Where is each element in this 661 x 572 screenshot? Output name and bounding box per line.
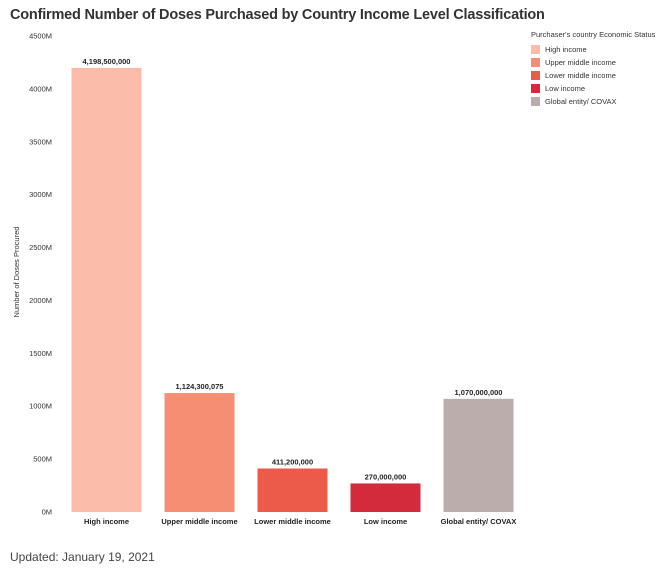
- y-tick-label: 3500M: [29, 137, 52, 146]
- bar-global-entity-covax: [444, 399, 514, 512]
- y-tick-label: 500M: [33, 455, 52, 464]
- legend-items: High income Upper middle income Lower midd…: [531, 43, 655, 108]
- bar-upper-middle-income: [165, 393, 235, 512]
- legend-item: High income: [531, 43, 655, 56]
- legend: Purchaser's country Economic Status High…: [531, 30, 655, 108]
- x-tick-label: Lower middle income: [254, 517, 331, 526]
- bar-value-label: 1,124,300,075: [176, 382, 224, 391]
- y-tick-label: 2000M: [29, 296, 52, 305]
- legend-label: Global entity/ COVAX: [545, 97, 617, 106]
- legend-label: Low income: [545, 84, 585, 93]
- bars: [72, 68, 514, 512]
- legend-label: Lower middle income: [545, 71, 616, 80]
- legend-item: Upper middle income: [531, 56, 655, 69]
- y-axis-label: Number of Doses Procured: [12, 227, 21, 318]
- legend-title: Purchaser's country Economic Status: [531, 30, 655, 39]
- x-tick-label: Upper middle income: [161, 517, 237, 526]
- y-tick-label: 4000M: [29, 84, 52, 93]
- bar-low-income: [351, 483, 421, 512]
- legend-swatch: [531, 45, 540, 54]
- bar-lower-middle-income: [258, 469, 328, 512]
- x-tick-label: High income: [84, 517, 129, 526]
- y-tick-label: 2500M: [29, 243, 52, 252]
- legend-label: Upper middle income: [545, 58, 616, 67]
- x-axis: High income Upper middle income Lower midd…: [84, 517, 516, 526]
- y-tick-label: 4500M: [29, 32, 52, 41]
- y-tick-label: 1500M: [29, 349, 52, 358]
- legend-item: Global entity/ COVAX: [531, 95, 655, 108]
- value-labels: 4,198,500,000 1,124,300,075 411,200,000 270…: [83, 57, 503, 482]
- y-tick-label: 0M: [42, 508, 52, 517]
- y-tick-label: 1000M: [29, 402, 52, 411]
- bar-value-label: 411,200,000: [272, 458, 313, 467]
- legend-item: Lower middle income: [531, 69, 655, 82]
- bar-value-label: 270,000,000: [365, 472, 407, 481]
- x-tick-label: Global entity/ COVAX: [441, 517, 517, 526]
- x-tick-label: Low income: [364, 517, 407, 526]
- legend-swatch: [531, 97, 540, 106]
- legend-swatch: [531, 58, 540, 67]
- legend-item: Low income: [531, 82, 655, 95]
- legend-label: High income: [545, 45, 587, 54]
- legend-swatch: [531, 84, 540, 93]
- bar-value-label: 4,198,500,000: [83, 57, 131, 66]
- bar-value-label: 1,070,000,000: [455, 388, 503, 397]
- legend-swatch: [531, 71, 540, 80]
- bar-high-income: [72, 68, 142, 512]
- updated-date: Updated: January 19, 2021: [10, 550, 155, 564]
- y-tick-label: 3000M: [29, 190, 52, 199]
- y-axis: 0M 500M 1000M 1500M 2000M 2500M 3000M 3500M 4000…: [29, 32, 52, 517]
